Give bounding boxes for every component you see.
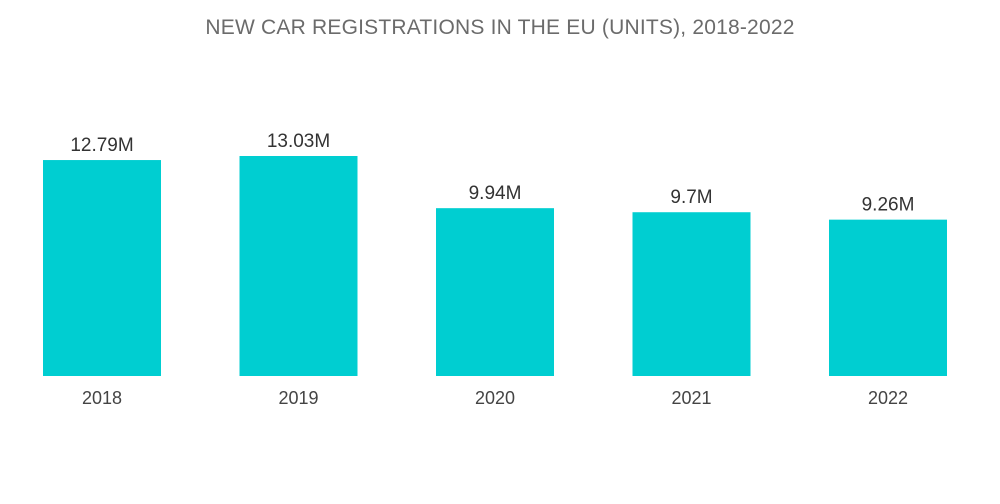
x-tick-label-2018: 2018 [82,388,122,408]
x-tick-label-2021: 2021 [671,388,711,408]
data-label-2022: 9.26M [862,195,915,216]
data-label-2021: 9.7M [670,187,712,208]
bar-2021 [632,212,751,376]
x-axis-ticks: 2018 2019 2020 2021 2022 [82,388,908,408]
bars-group [43,156,947,376]
bar-2018 [43,160,161,376]
chart-title: NEW CAR REGISTRATIONS IN THE EU (UNITS),… [205,16,795,39]
x-tick-label-2019: 2019 [278,388,318,408]
bar-2020 [436,208,554,376]
data-label-2020: 9.94M [469,183,522,204]
data-label-2018: 12.79M [70,135,133,156]
data-label-2019: 13.03M [267,131,330,152]
x-tick-label-2022: 2022 [868,388,908,408]
bar-2022 [829,219,947,376]
x-tick-label-2020: 2020 [475,388,515,408]
bar-2019 [239,156,358,376]
value-labels-group: 12.79M 13.03M 9.94M 9.7M 9.26M [70,131,914,216]
